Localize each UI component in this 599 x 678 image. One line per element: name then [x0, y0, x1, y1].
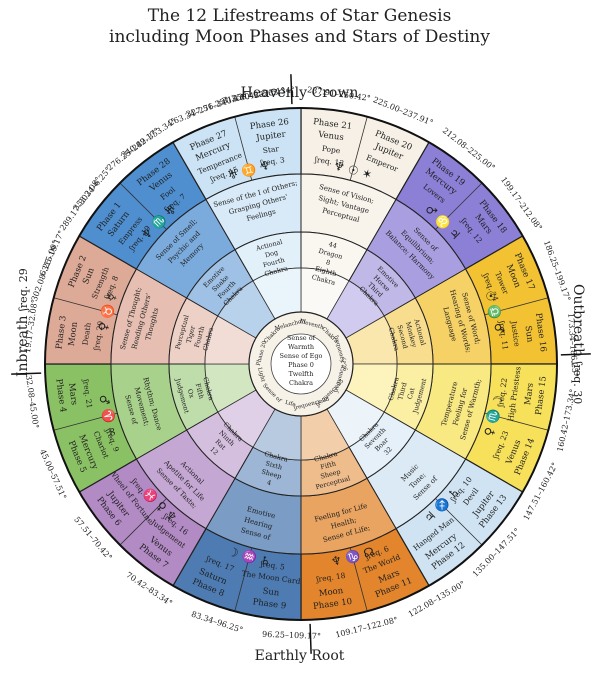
center-text-4: Twelfth — [289, 370, 314, 378]
center-text-3: Phase 0 — [288, 361, 314, 369]
sector-divider-south-west-green — [53, 412, 118, 431]
ring-label-south-west-green-2: Fifth — [194, 383, 206, 400]
phase-label-west-rose-a: Phase 3 — [54, 315, 68, 350]
card-label-north-west-pale-blue-3: ʃreq. 3 — [259, 155, 286, 167]
degree-label-12: 96.25–109.17° — [262, 630, 321, 641]
degree-label-17: 32.08–45.00° — [24, 375, 40, 430]
degree-label-6: 173.34–186.25° — [566, 313, 579, 377]
degree-label-18: 19.17–32.08° — [23, 299, 39, 354]
sector-divider-south-east-orange — [349, 547, 368, 612]
card-label-north-east-cream-2: ʃreq. 13 — [313, 155, 344, 168]
sector-divider-east-light-yellow — [484, 412, 549, 431]
ring-label-south-east-orange-2: Fifth — [320, 460, 337, 472]
ring-label-south-purple-0: 12 — [208, 445, 220, 457]
degree-label-13: 83.34–96.25° — [190, 610, 244, 635]
center-inner-core — [270, 333, 332, 395]
title-line-2: including Moon Phases and Stars of Desti… — [109, 27, 490, 47]
title-line-1: The 12 Lifestreams of Star Genesis — [147, 6, 452, 26]
phase-label-south-west-green-b: Phase 4 — [53, 378, 67, 413]
sector-divider-west-rose — [53, 297, 118, 316]
planet-label-east-light-yellow-a: Mars — [523, 382, 536, 405]
center-text-0: Sense of — [287, 334, 316, 342]
planet-label-north-west-pale-blue-b: Jupiter — [255, 129, 288, 143]
card-label-east-yellow-1: Justice — [509, 320, 522, 348]
planet-label-south-west-green-b: Mars — [66, 382, 79, 405]
planet-label-east-yellow-b: Sun — [522, 325, 534, 343]
center-ring-label-8: Light — [256, 367, 266, 384]
card-label-south-east-orange-1: ʃreq. 18 — [315, 571, 346, 584]
label-earthly-root: Earthly Root — [254, 648, 345, 664]
sector-divider-south-east-light-blue — [435, 498, 483, 546]
card-label-west-rose-2: ʃreq. 20 — [92, 320, 105, 351]
sector-divider-east-yellow — [484, 297, 549, 316]
planet-label-south-blue-a: Sun — [262, 586, 280, 598]
planet-label-south-east-orange-b: Moon — [318, 586, 344, 599]
card-label-south-west-green-1: ʃreq. 21 — [81, 378, 94, 409]
center-text-1: Warmth — [288, 343, 314, 351]
ring-label-south-blue-0: 4 — [266, 478, 272, 487]
center-ring-label-6: Life — [284, 400, 296, 409]
card-label-west-rose-0: Death — [81, 322, 93, 346]
card-label-east-yellow-3: ʃreq. 11 — [497, 319, 510, 350]
card-label-north-east-cream-0: Pope — [321, 144, 341, 156]
planet-label-west-rose-a: Moon — [67, 321, 80, 347]
planet-label-north-east-cream-a: Venus — [317, 130, 345, 143]
ring-label-south-east-light-blue-0: 32 — [382, 445, 394, 457]
degree-label-23: 315.00–327.51° — [221, 86, 286, 106]
card-label-south-blue-2: ʃreq. 5 — [259, 559, 286, 571]
degree-label-7: 160.42–173.34° — [556, 388, 578, 452]
center-text-5: Chakra — [289, 379, 313, 387]
tick-right — [560, 353, 591, 356]
diagram-title: The 12 Lifestreams of Star Genesis inclu… — [0, 6, 599, 48]
ring-label-south-west-green-1: Ox — [186, 388, 196, 399]
phase-label-south-blue-a: Phase 9 — [252, 597, 287, 611]
center-text-2: Sense of Ego — [280, 352, 323, 360]
tick-bottom — [309, 623, 312, 654]
degree-label-1: 237.91–250.42° — [307, 85, 372, 103]
wheel-outer-border — [44, 107, 558, 621]
tick-left — [11, 372, 42, 375]
sector-divider-north-east-purple — [435, 182, 483, 230]
tick-top — [290, 74, 293, 105]
sector-divider-north-west-pale-blue — [234, 116, 253, 181]
ring-label-north-west-pale-blue-1: Dog — [264, 248, 279, 259]
ring-label-north-east-cream-2: 8 — [325, 258, 331, 267]
sector-divider-north-east-cream — [349, 116, 368, 181]
sector-divider-south-purple — [119, 498, 167, 546]
sector-divider-south-blue — [234, 547, 253, 612]
ring-label-north-east-cream-0: 44 — [328, 240, 338, 250]
card-label-north-west-pale-blue-1: Star — [262, 144, 280, 155]
label-heavenly-crown: Heavenly Crown — [240, 85, 359, 101]
degree-label-11: 109.17–122.08° — [335, 615, 399, 639]
card-label-east-light-yellow-2: ʃreq. 22 — [496, 377, 509, 408]
ring-label-east-light-yellow-1: Cat — [406, 387, 417, 401]
sector-divider-west-blue — [119, 182, 167, 230]
